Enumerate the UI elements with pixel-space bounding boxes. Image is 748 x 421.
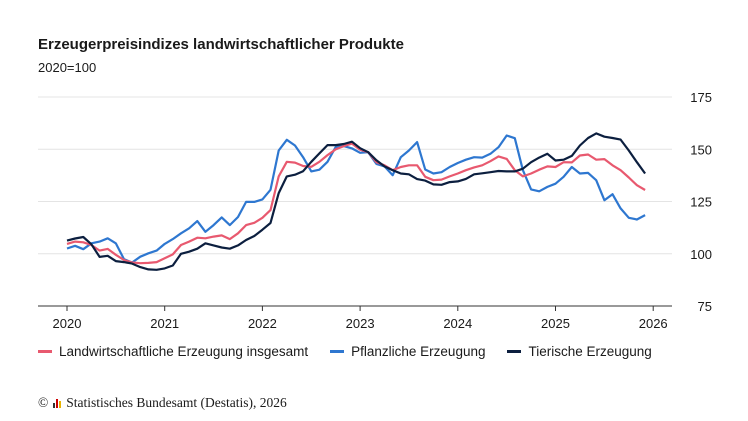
line-chart: 75 100 125 150 175 2020 2021 2022 2023 2024 2025 20… bbox=[38, 90, 712, 331]
series-line-pflanzlich bbox=[66, 134, 646, 264]
x-tick-label: 2024 bbox=[443, 316, 472, 331]
source-footer: © Statistisches Bundesamt (Destatis), 20… bbox=[38, 395, 287, 411]
series-line-insgesamt bbox=[66, 142, 646, 265]
legend-swatch bbox=[507, 350, 522, 353]
legend-item-pflanzlich[interactable]: Pflanzliche Erzeugung bbox=[330, 344, 485, 359]
x-tick-label: 2021 bbox=[150, 316, 179, 331]
source-text: Statistisches Bundesamt (Destatis), 2026 bbox=[66, 395, 287, 410]
legend-item-insgesamt[interactable]: Landwirtschaftliche Erzeugung insgesamt bbox=[38, 344, 308, 359]
copyright-symbol: © bbox=[38, 395, 49, 410]
legend-item-tierisch[interactable]: Tierische Erzeugung bbox=[507, 344, 652, 359]
x-tick-label: 2020 bbox=[53, 316, 82, 331]
y-tick-label: 175 bbox=[690, 90, 712, 105]
series-line-tierisch bbox=[66, 132, 646, 271]
chart-title: Erzeugerpreisindizes landwirtschaftliche… bbox=[38, 36, 404, 53]
legend-label: Landwirtschaftliche Erzeugung insgesamt bbox=[59, 344, 309, 359]
x-tick-label: 2023 bbox=[346, 316, 375, 331]
chart-subtitle: 2020=100 bbox=[38, 60, 97, 75]
x-tick-label: 2026 bbox=[639, 316, 668, 331]
legend-label: Pflanzliche Erzeugung bbox=[351, 344, 486, 359]
x-tick-label: 2025 bbox=[541, 316, 570, 331]
destatis-logo-icon bbox=[53, 398, 62, 408]
legend: Landwirtschaftliche Erzeugung insgesamt … bbox=[38, 344, 652, 359]
legend-swatch bbox=[330, 350, 345, 353]
y-tick-label: 150 bbox=[690, 142, 712, 157]
y-tick-label: 125 bbox=[690, 195, 712, 210]
y-tick-label: 100 bbox=[690, 247, 712, 262]
x-tick-label: 2022 bbox=[248, 316, 277, 331]
legend-swatch bbox=[38, 350, 52, 353]
legend-label: Tierische Erzeugung bbox=[528, 344, 652, 359]
y-tick-label: 75 bbox=[698, 299, 712, 314]
